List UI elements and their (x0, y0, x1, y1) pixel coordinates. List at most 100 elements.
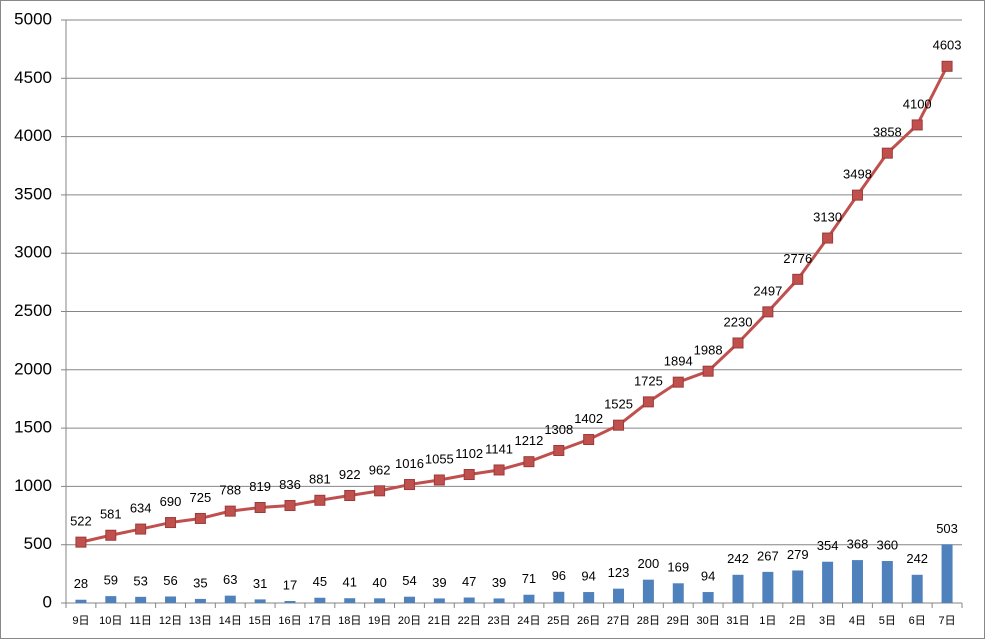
marker (792, 273, 804, 285)
data-label: 368 (847, 537, 869, 552)
bar (583, 592, 595, 603)
bar (672, 583, 684, 603)
data-label: 819 (249, 479, 271, 494)
marker (642, 396, 654, 408)
data-label: 1141 (485, 441, 513, 456)
x-tick-label: 1日 (759, 615, 776, 627)
marker (344, 489, 356, 501)
y-tick-label: 2500 (14, 301, 52, 320)
bar (762, 571, 774, 603)
data-label: 169 (667, 560, 689, 575)
x-tick-label: 19日 (368, 615, 391, 627)
data-label: 54 (402, 573, 416, 588)
marker (433, 474, 445, 486)
marker (314, 494, 326, 506)
bar (642, 579, 654, 603)
data-label: 634 (130, 501, 152, 516)
marker (672, 376, 684, 388)
x-tick-label: 23日 (487, 615, 510, 627)
data-label: 1212 (514, 433, 543, 448)
bar (553, 591, 565, 603)
x-tick-label: 25日 (547, 615, 570, 627)
x-tick-label: 13日 (189, 615, 212, 627)
data-label: 1055 (425, 451, 454, 466)
data-label: 725 (190, 490, 212, 505)
data-label: 581 (100, 507, 122, 522)
bar (403, 596, 415, 603)
bar (254, 599, 266, 603)
data-label: 53 (133, 573, 147, 588)
x-tick-label: 22日 (458, 615, 481, 627)
data-label: 242 (727, 551, 749, 566)
y-tick-label: 1500 (14, 418, 52, 437)
data-label: 1725 (634, 373, 663, 388)
data-label: 35 (193, 575, 207, 590)
marker (732, 337, 744, 349)
data-label: 2776 (783, 251, 812, 266)
bar (493, 598, 505, 603)
marker (851, 189, 863, 201)
bar (702, 592, 714, 603)
data-label: 123 (608, 565, 630, 580)
bar (613, 588, 625, 603)
bar (792, 570, 804, 603)
bar (165, 596, 177, 603)
marker (941, 60, 953, 72)
data-label: 94 (701, 568, 715, 583)
data-label: 41 (342, 575, 356, 590)
bar (732, 574, 744, 603)
marker (284, 500, 296, 512)
data-label: 94 (581, 568, 595, 583)
data-label: 1988 (694, 343, 723, 358)
data-label: 200 (638, 556, 660, 571)
x-tick-label: 10日 (99, 615, 122, 627)
marker (374, 485, 386, 497)
marker (911, 119, 923, 131)
data-label: 31 (253, 576, 267, 591)
marker (403, 479, 415, 491)
x-tick-label: 29日 (667, 615, 690, 627)
x-tick-label: 6日 (909, 615, 926, 627)
data-label: 2230 (724, 314, 753, 329)
data-label: 242 (906, 551, 928, 566)
data-label: 836 (279, 477, 301, 492)
data-label: 39 (432, 575, 446, 590)
data-label: 279 (787, 547, 809, 562)
data-label: 267 (757, 548, 779, 563)
marker (523, 456, 535, 468)
data-label: 4603 (933, 38, 962, 53)
data-label: 63 (223, 572, 237, 587)
data-label: 71 (522, 571, 536, 586)
bar (284, 601, 296, 603)
marker (194, 512, 206, 524)
marker (165, 517, 177, 529)
y-tick-label: 2000 (14, 359, 52, 378)
bar (941, 544, 953, 603)
data-label: 1308 (544, 422, 573, 437)
marker (254, 502, 266, 514)
marker (224, 505, 236, 517)
marker (583, 434, 595, 446)
marker (881, 147, 893, 159)
x-tick-label: 2日 (789, 615, 806, 627)
data-label: 17 (283, 577, 297, 592)
marker (493, 464, 505, 476)
data-label: 56 (163, 573, 177, 588)
marker (135, 523, 147, 535)
marker (762, 306, 774, 318)
y-tick-label: 3000 (14, 243, 52, 262)
y-tick-label: 4000 (14, 126, 52, 145)
bar (911, 574, 923, 603)
data-label: 360 (876, 537, 898, 552)
x-tick-label: 11日 (129, 615, 151, 627)
x-tick-label: 14日 (219, 615, 242, 627)
x-tick-label: 20日 (398, 615, 421, 627)
y-tick-label: 500 (24, 534, 52, 553)
x-tick-label: 3日 (819, 615, 836, 627)
x-tick-label: 17日 (308, 615, 331, 627)
data-label: 2497 (753, 283, 782, 298)
bar (374, 598, 386, 603)
data-label: 28 (74, 576, 88, 591)
